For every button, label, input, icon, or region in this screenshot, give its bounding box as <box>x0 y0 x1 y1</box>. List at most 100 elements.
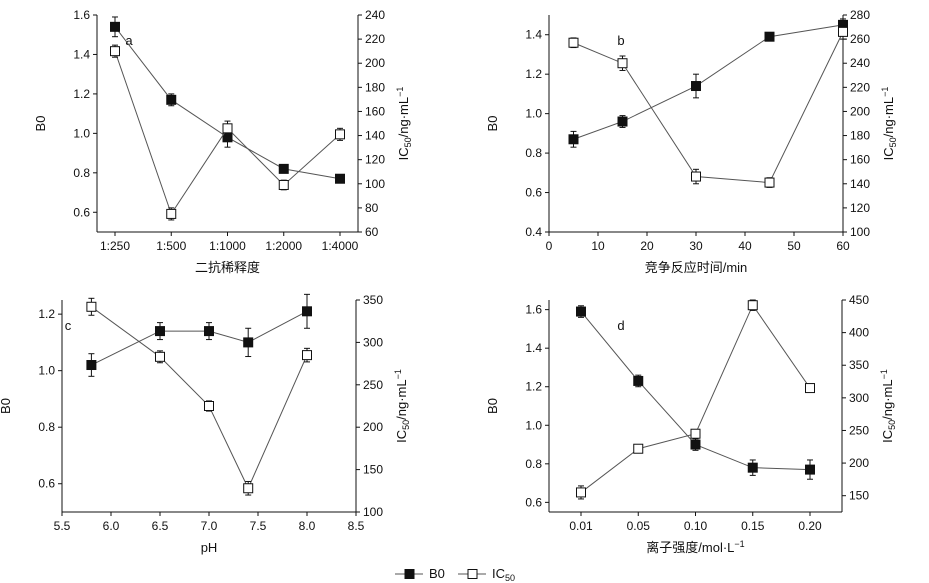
right-tick-label: 150 <box>363 463 383 477</box>
b0-point <box>335 173 345 184</box>
left-tick-label: 0.6 <box>525 186 542 200</box>
left-tick-label: 0.6 <box>38 477 55 491</box>
x-tick-label: 1:500 <box>156 239 186 253</box>
ic50-point <box>568 37 579 48</box>
left-tick-label: 1.0 <box>73 126 90 140</box>
right-tick-label: 240 <box>850 56 870 70</box>
left-tick-label: 0.8 <box>525 457 542 471</box>
x-tick-label: 7.5 <box>250 519 267 533</box>
x-tick-label: 5.5 <box>54 519 71 533</box>
ic50-point <box>155 351 165 362</box>
right-tick-label: 240 <box>365 8 385 22</box>
series-IC50 <box>110 44 345 221</box>
series-line <box>573 31 844 184</box>
series-IC50 <box>568 24 848 188</box>
series-B0 <box>86 293 312 377</box>
b0-point <box>633 375 644 386</box>
legend-label-b0: B0 <box>429 566 445 581</box>
right-tick-label: 350 <box>849 358 869 372</box>
right-tick-label: 220 <box>365 32 385 46</box>
right-tick-label: 350 <box>363 293 383 307</box>
left-axis-label: B0 <box>485 116 500 132</box>
right-tick-label: 140 <box>365 129 385 143</box>
series-IC50 <box>86 297 312 496</box>
ic50-point <box>204 401 214 411</box>
series-line <box>573 24 844 140</box>
x-tick-label: 0 <box>546 239 553 253</box>
ic50-point <box>633 443 644 454</box>
chart-panel-d: 0.01 0.05 0.10 0.15 0.20 0.6 0.8 1.0 1.2 1.4 1.6 15… <box>485 293 897 555</box>
right-tick-label: 260 <box>850 32 870 46</box>
legend-label-ic50: IC50 <box>492 566 515 583</box>
right-axis-label: IC50/ng·mL−1 <box>393 369 411 443</box>
left-tick-label: 1.0 <box>525 107 542 121</box>
x-tick-label: 6.5 <box>152 519 169 533</box>
ic50-point <box>805 383 815 394</box>
x-tick-label: 0.01 <box>569 519 593 533</box>
right-tick-label: 140 <box>850 177 870 191</box>
right-tick-label: 250 <box>849 423 869 437</box>
left-tick-label: 1.2 <box>525 380 542 394</box>
x-tick-label: 30 <box>689 239 703 253</box>
ic50-point <box>302 350 312 361</box>
right-tick-label: 100 <box>850 225 870 239</box>
chart-panel-b: 0 10 20 30 40 50 60 0.4 0.6 0.8 1.0 1.2 1.4 100 120 140… <box>485 8 898 275</box>
series-line <box>91 306 308 490</box>
ic50-point <box>617 58 628 69</box>
right-tick-label: 160 <box>365 104 385 118</box>
series-line <box>114 26 341 180</box>
right-tick-label: 200 <box>849 456 869 470</box>
b0-point <box>166 94 177 105</box>
left-tick-label: 1.4 <box>525 28 542 42</box>
ic50-point <box>576 487 586 498</box>
x-tick-label: 1:1000 <box>209 239 246 253</box>
x-tick-label: 50 <box>787 239 801 253</box>
x-tick-label: 0.05 <box>627 519 651 533</box>
ic50-point <box>690 428 701 439</box>
x-tick-label: 0.15 <box>741 519 765 533</box>
left-tick-label: 1.4 <box>525 341 542 355</box>
ic50-point <box>335 129 345 140</box>
left-tick-label: 0.4 <box>525 225 542 239</box>
series-line <box>91 310 308 366</box>
chart-panel-a: 1:250 1:500 1:1000 1:2000 1:4000 0.6 0.8 1.0 1.2… <box>33 8 413 275</box>
left-tick-label: 1.0 <box>525 418 542 432</box>
x-tick-label: 0.20 <box>798 519 822 533</box>
right-tick-label: 200 <box>363 420 383 434</box>
x-axis-label: pH <box>201 540 218 555</box>
x-tick-label: 0.10 <box>684 519 708 533</box>
b0-point <box>691 81 701 92</box>
x-tick-label: 40 <box>738 239 752 253</box>
right-tick-label: 180 <box>850 129 870 143</box>
left-tick-label: 0.6 <box>73 205 90 219</box>
left-axis-label: B0 <box>485 398 500 414</box>
series-B0 <box>576 305 815 480</box>
right-tick-label: 200 <box>365 56 385 70</box>
x-tick-label: 8.0 <box>299 519 316 533</box>
x-axis-label: 竞争反应时间/min <box>645 260 748 275</box>
b0-point <box>764 31 775 42</box>
panel-label: c <box>65 318 72 333</box>
right-tick-label: 250 <box>363 378 383 392</box>
left-axis-label: B0 <box>33 116 48 132</box>
left-tick-label: 1.6 <box>73 8 90 22</box>
ic50-point <box>747 300 758 311</box>
x-tick-label: 7.0 <box>201 519 218 533</box>
b0-point <box>302 306 312 317</box>
right-tick-label: 100 <box>365 177 385 191</box>
x-tick-label: 60 <box>836 239 850 253</box>
right-tick-label: 280 <box>850 8 870 22</box>
right-tick-label: 220 <box>850 80 870 94</box>
x-tick-label: 20 <box>640 239 654 253</box>
b0-point <box>576 306 586 317</box>
right-tick-label: 120 <box>365 153 385 167</box>
ic50-point <box>243 483 254 494</box>
right-tick-label: 120 <box>850 201 870 215</box>
panel-label: d <box>617 318 624 333</box>
right-axis-label: IC50/ng·mL−1 <box>879 369 897 443</box>
series-IC50 <box>576 299 815 500</box>
legend-marker-b0 <box>404 569 415 579</box>
b0-point <box>747 462 758 473</box>
b0-point <box>204 326 214 337</box>
